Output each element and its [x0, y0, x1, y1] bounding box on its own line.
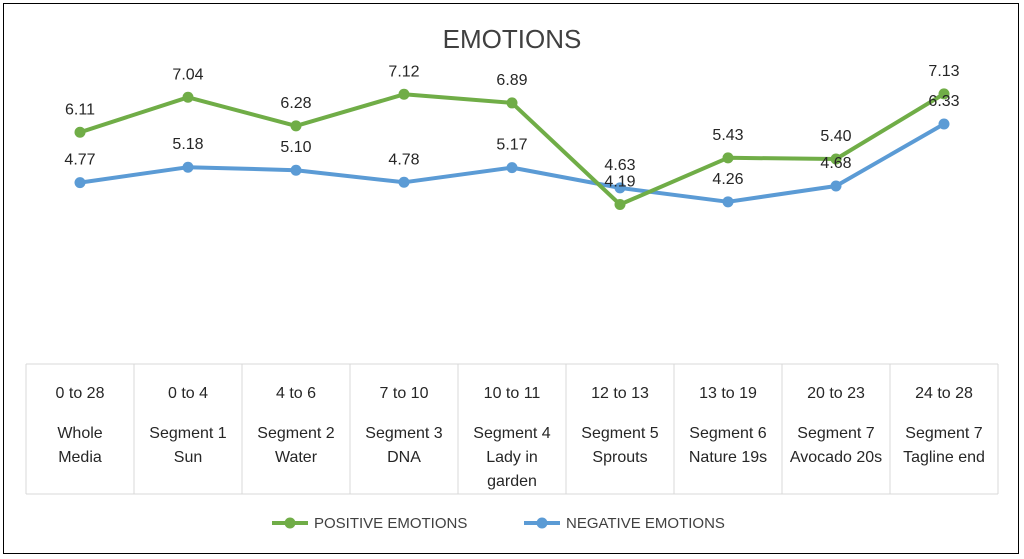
category-range-label: 24 to 28 — [915, 385, 973, 402]
legend-swatch-marker — [536, 517, 548, 529]
series-negative — [74, 118, 950, 208]
data-label: 5.18 — [172, 136, 203, 153]
data-label: 7.13 — [928, 63, 959, 80]
data-label: 5.43 — [712, 127, 743, 144]
legend-item-negative: NEGATIVE EMOTIONS — [524, 515, 725, 532]
category-name-label: DNA — [387, 449, 421, 466]
category-cell: 13 to 19 Segment 6 Nature 19s — [689, 385, 767, 466]
category-cell: 7 to 10 Segment 3 DNA — [365, 385, 442, 466]
category-range-label: 20 to 23 — [807, 385, 865, 402]
data-label: 5.40 — [820, 128, 851, 145]
data-point-marker — [398, 176, 410, 188]
legend-item-positive: POSITIVE EMOTIONS — [272, 515, 467, 532]
category-range-label: 0 to 28 — [56, 385, 105, 402]
legend-label: POSITIVE EMOTIONS — [314, 515, 467, 532]
data-point-marker — [74, 177, 86, 189]
chart-title: EMOTIONS — [443, 24, 582, 54]
category-name-label: Lady in — [486, 449, 538, 466]
data-point-marker — [614, 198, 626, 210]
data-label: 4.19 — [604, 173, 635, 190]
category-name-label: Media — [58, 449, 102, 466]
category-name-label: Segment 7 — [797, 425, 874, 442]
category-range-label: 12 to 13 — [591, 385, 649, 402]
category-cell: 0 to 4 Segment 1 Sun — [149, 385, 226, 466]
legend: POSITIVE EMOTIONS NEGATIVE EMOTIONS — [272, 515, 725, 532]
legend-label: NEGATIVE EMOTIONS — [566, 515, 725, 532]
data-label: 7.12 — [388, 63, 419, 80]
data-point-marker — [830, 153, 842, 165]
category-name-label: garden — [487, 473, 537, 490]
data-point-marker — [722, 196, 734, 208]
category-range-label: 0 to 4 — [168, 385, 208, 402]
data-label: 6.89 — [496, 72, 527, 89]
data-point-marker — [938, 118, 950, 130]
category-name-label: Nature 19s — [689, 449, 767, 466]
category-name-label: Sprouts — [592, 449, 647, 466]
category-range-label: 10 to 11 — [484, 385, 541, 402]
series-layer: 6.11 7.04 6.28 7.12 6.89 4.19 5.43 5.40 7.13 4.77… — [64, 63, 960, 210]
category-name-label: Segment 5 — [581, 425, 658, 442]
data-label: 4.68 — [820, 155, 851, 172]
category-name-label: Segment 6 — [689, 425, 766, 442]
data-label: 7.04 — [172, 66, 203, 83]
category-name-label: Segment 1 — [149, 425, 226, 442]
category-range-label: 4 to 6 — [276, 385, 316, 402]
data-point-marker — [74, 126, 86, 138]
category-name-label: Avocado 20s — [790, 449, 882, 466]
legend-swatch-marker — [284, 517, 296, 529]
category-cell: 4 to 6 Segment 2 Water — [257, 385, 334, 466]
category-table: 0 to 28 Whole Media 0 to 4 Segment 1 Sun 4 to … — [25, 363, 999, 495]
data-label: 4.78 — [388, 151, 419, 168]
data-label: 5.17 — [496, 137, 527, 154]
category-name-label: Tagline end — [903, 449, 985, 466]
category-cell: 0 to 28 Whole Media — [56, 385, 105, 466]
category-cell: 20 to 23 Segment 7 Avocado 20s — [790, 385, 882, 466]
data-label: 4.26 — [712, 171, 743, 188]
data-point-marker — [830, 180, 842, 192]
data-point-marker — [614, 182, 626, 194]
category-name-label: Segment 4 — [473, 425, 550, 442]
data-point-marker — [290, 164, 302, 176]
data-label: 6.33 — [928, 93, 959, 110]
category-name-label: Sun — [174, 449, 202, 466]
series-positive — [74, 88, 950, 210]
data-point-marker — [938, 88, 950, 100]
data-point-marker — [722, 152, 734, 164]
category-name-label: Whole — [57, 425, 102, 442]
data-point-marker — [182, 161, 194, 173]
category-range-label: 13 to 19 — [699, 385, 757, 402]
data-point-marker — [506, 162, 518, 174]
category-name-label: Water — [275, 449, 318, 466]
chart-frame — [3, 3, 1019, 554]
data-label: 6.11 — [65, 101, 95, 118]
category-name-label: Segment 7 — [905, 425, 982, 442]
category-cell: 24 to 28 Segment 7 Tagline end — [903, 385, 985, 466]
data-point-marker — [290, 120, 302, 132]
data-point-marker — [182, 91, 194, 103]
category-range-label: 7 to 10 — [380, 385, 429, 402]
data-label: 6.28 — [280, 95, 311, 112]
data-point-marker — [506, 97, 518, 109]
data-label: 5.10 — [280, 139, 311, 156]
data-label: 4.63 — [604, 157, 635, 174]
data-label: 4.77 — [64, 152, 95, 169]
category-cell: 10 to 11 Segment 4 Lady in garden — [473, 385, 550, 490]
data-point-marker — [398, 88, 410, 100]
category-name-label: Segment 2 — [257, 425, 334, 442]
category-name-label: Segment 3 — [365, 425, 442, 442]
category-cell: 12 to 13 Segment 5 Sprouts — [581, 385, 658, 466]
